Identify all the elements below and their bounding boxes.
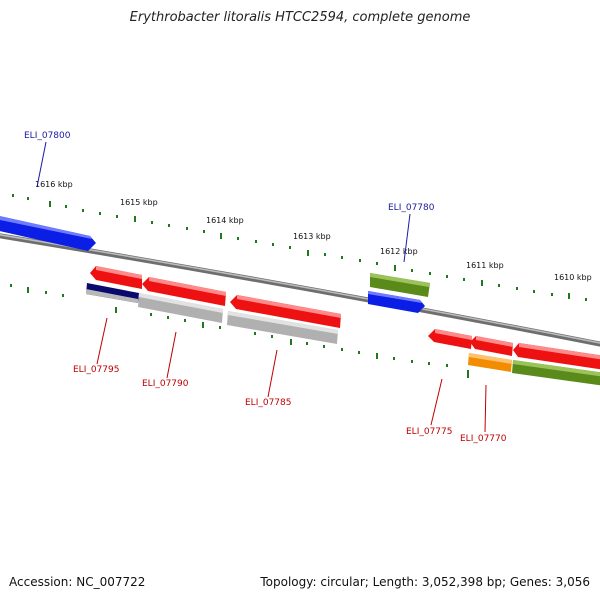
gene-ELI_07800-arrow[interactable] — [0, 215, 96, 251]
scale-label-1610: 1610 kbp — [554, 273, 592, 282]
gene-navy-bar[interactable] — [86, 283, 139, 303]
scale-label-1616: 1616 kbp — [35, 180, 73, 189]
scale-labels: 1616 kbp 1615 kbp 1614 kbp 1613 kbp 1612… — [35, 180, 592, 282]
gene-ELI_07780-olive-arrow[interactable] — [370, 273, 430, 297]
gene-ELI_07780-arrow[interactable] — [368, 291, 425, 313]
scale-label-1612: 1612 kbp — [380, 247, 418, 256]
gene-olive-bar-right[interactable] — [512, 360, 600, 386]
gene-label-ELI_07780: ELI_07780 — [388, 203, 435, 213]
gene-ELI_07795-arrow[interactable] — [90, 266, 142, 289]
scale-label-1611: 1611 kbp — [466, 261, 504, 270]
gene-label-ELI_07795: ELI_07795 — [73, 365, 120, 375]
scale-label-1613: 1613 kbp — [293, 232, 331, 241]
gene-gray-bar-2[interactable] — [227, 311, 338, 344]
gene-ELI_07785-arrow[interactable] — [230, 295, 341, 328]
gene-label-ELI_07800: ELI_07800 — [24, 131, 71, 141]
gene-ELI_07790-arrow[interactable] — [142, 277, 226, 306]
gene-labels: ELI_07800 ELI_07780 ELI_07795 ELI_07790 … — [24, 131, 507, 444]
lower-tick-row — [10, 284, 469, 378]
scale-label-1614: 1614 kbp — [206, 216, 244, 225]
gene-label-ELI_07770: ELI_07770 — [460, 434, 507, 444]
gene-callout-lines — [36, 141, 487, 433]
gene-label-ELI_07790: ELI_07790 — [142, 379, 189, 389]
gene-ELI_07775-arrow[interactable] — [428, 329, 472, 349]
gene-ELI_07770-arrow[interactable] — [470, 336, 513, 356]
upper-tick-row — [12, 194, 587, 301]
accession-text: Accession: NC_007722 — [9, 575, 146, 589]
gene-label-ELI_07775: ELI_07775 — [406, 427, 453, 437]
gene-red-arrow-right-edge[interactable] — [513, 343, 600, 370]
gene-orange-bar[interactable] — [468, 353, 512, 372]
scale-label-1615: 1615 kbp — [120, 198, 158, 207]
topology-text: Topology: circular; Length: 3,052,398 bp… — [260, 575, 590, 589]
gene-gray-bar-1[interactable] — [138, 293, 223, 323]
genome-title: Erythrobacter litoralis HTCC2594, comple… — [129, 10, 471, 25]
gene-label-ELI_07785: ELI_07785 — [245, 398, 292, 408]
